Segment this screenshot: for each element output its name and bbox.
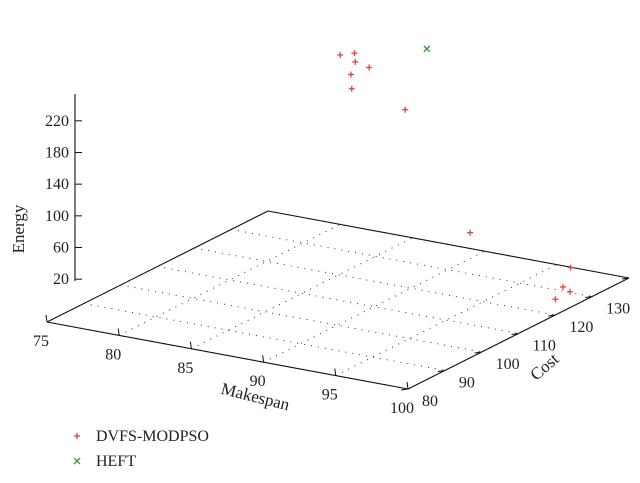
y-tick-mark (548, 314, 556, 317)
x-tick-label: 95 (322, 387, 338, 404)
x-tick-label: 85 (177, 360, 193, 377)
data-point (567, 264, 574, 271)
z-tick-label: 140 (45, 176, 69, 193)
x-tick-label: 75 (33, 333, 49, 350)
legend-marker-cross (73, 457, 81, 465)
y-tick-label: 130 (606, 301, 630, 318)
y-tick-label: 80 (422, 393, 438, 410)
x-tick-label: 100 (390, 400, 414, 417)
grid-line-x (335, 264, 558, 377)
grid-line-y (231, 229, 593, 297)
data-point (347, 71, 354, 78)
floor-edge-back-left (46, 210, 269, 323)
data-point (467, 229, 474, 236)
grid-line-y (83, 303, 445, 371)
legend-label-dvfs-modpso: DVFS-MODPSO (96, 428, 209, 445)
x-tick-label: 90 (250, 373, 266, 390)
y-tick-label: 90 (459, 375, 475, 392)
y-tick-label: 120 (569, 319, 593, 336)
data-point (337, 51, 344, 58)
grid-line-x (118, 223, 341, 336)
y-tick-mark (585, 296, 593, 298)
x-tick-mark (117, 328, 120, 336)
data-points (337, 45, 574, 303)
grid-line-x (191, 237, 413, 350)
y-tick-mark (474, 351, 482, 354)
data-point (348, 85, 355, 92)
x-tick-mark (334, 368, 337, 376)
y-tick-label: 100 (496, 356, 520, 373)
y-tick-mark (437, 370, 445, 372)
data-point (423, 45, 431, 53)
z-tick-label: 220 (45, 113, 69, 130)
data-point (351, 50, 358, 57)
y-tick-mark (511, 333, 519, 335)
z-tick-label: 100 (45, 208, 69, 225)
grid-line-y (194, 247, 556, 316)
x-tick-mark (45, 314, 48, 323)
x-tick-mark (406, 381, 409, 390)
y-tick-mark (621, 277, 630, 280)
grid-line-y (120, 284, 482, 353)
grid-line-x (263, 250, 485, 363)
legend-item-heft: HEFT (73, 453, 136, 470)
data-point (567, 288, 574, 295)
z-tick-label: 180 (45, 144, 69, 161)
data-point (402, 106, 409, 113)
data-point (552, 296, 559, 303)
data-point (352, 58, 359, 65)
z-axis-title: Energy (9, 204, 28, 253)
y-tick-mark (400, 388, 409, 391)
x-tick-mark (262, 355, 265, 363)
z-tick-label: 60 (53, 239, 69, 256)
x-tick-mark (189, 341, 192, 349)
x-axis-line (46, 321, 409, 390)
floor-edge-back-right (267, 210, 630, 279)
data-point (366, 64, 373, 71)
y-tick-label: 110 (533, 338, 556, 355)
legend-label-heft: HEFT (96, 453, 136, 470)
z-tick-label: 20 (53, 271, 69, 288)
legend-item-dvfs-modpso: DVFS-MODPSO (74, 428, 209, 445)
legend-marker-plus (74, 433, 80, 439)
grid-line-y (157, 266, 519, 334)
x-tick-label: 80 (105, 346, 121, 363)
legend: DVFS-MODPSO HEFT (73, 428, 209, 470)
data-point (559, 283, 566, 290)
tick-labels: 75 80 85 90 95 100 80 90 100 110 120 130 140 20 60 100 1… (33, 113, 630, 417)
y-axis-title: Cost (526, 349, 562, 384)
